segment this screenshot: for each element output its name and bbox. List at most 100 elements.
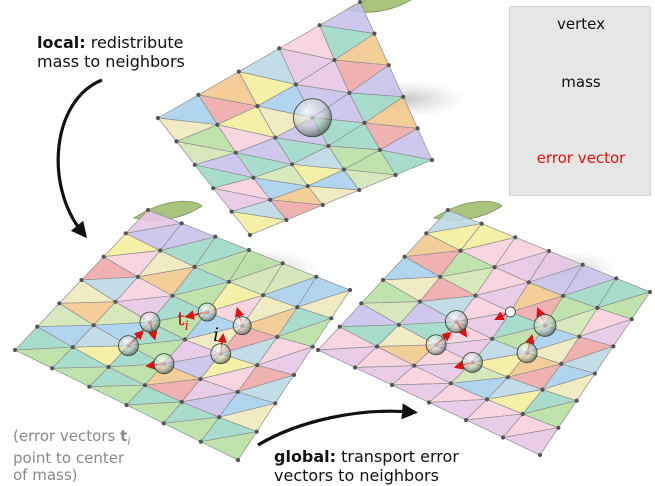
mesh-vertex xyxy=(505,375,510,380)
mesh-vertex xyxy=(347,90,352,95)
mesh-vertex xyxy=(357,0,363,5)
mesh-vertex xyxy=(580,262,585,267)
mesh-vertex xyxy=(295,305,300,310)
mesh-triangle xyxy=(217,402,277,433)
mesh-vertex xyxy=(305,184,310,189)
legend-mass-label: mass xyxy=(561,73,601,91)
mesh-vertex xyxy=(192,162,197,167)
mesh-vertex xyxy=(485,397,490,402)
mesh-vertex xyxy=(280,261,285,266)
mass-sphere xyxy=(153,353,175,375)
mesh-vertex xyxy=(291,372,297,378)
mesh-vertex xyxy=(614,276,619,281)
mesh-vertex xyxy=(113,299,118,304)
mesh-vertex xyxy=(142,383,148,388)
mesh-vertex xyxy=(341,167,346,172)
mesh-vertex xyxy=(273,401,278,406)
mesh-triangle xyxy=(307,185,360,206)
mesh-vertex xyxy=(174,139,179,144)
mesh-triangle xyxy=(379,149,434,176)
mesh-vertex xyxy=(290,162,295,167)
mesh-triangle xyxy=(521,400,578,429)
mesh-vertex xyxy=(182,337,187,342)
mesh-triangle xyxy=(199,431,258,461)
mesh-vertex xyxy=(546,248,552,254)
mesh-vertex xyxy=(424,231,429,236)
mesh-vertex xyxy=(179,399,184,404)
note-line1: (error vectors xyxy=(13,427,121,445)
note-symbol: t xyxy=(120,427,128,445)
mesh-vertex xyxy=(268,197,273,202)
mesh-vertex xyxy=(326,143,331,149)
mass-sphere xyxy=(461,351,483,373)
mesh-vertex xyxy=(170,293,175,298)
vertex-index-label: i xyxy=(213,324,220,346)
mesh-vertex xyxy=(314,274,319,279)
mesh-vertex xyxy=(492,265,497,270)
global-step-title: global: xyxy=(274,447,337,466)
local-step-caption: local: redistribute mass to neighbors xyxy=(37,33,185,71)
mesh-vertex xyxy=(198,439,203,444)
mesh-vertex xyxy=(293,82,298,87)
error-vector-symbol: t xyxy=(177,308,185,330)
mesh-vertex xyxy=(215,122,220,127)
global-step-text-line2: vectors to neighbors xyxy=(274,466,439,485)
mass-sphere xyxy=(232,316,252,336)
local-step-text-line2: mass to neighbors xyxy=(37,52,185,71)
mesh-vertex xyxy=(429,157,435,163)
mesh-vertex xyxy=(217,415,222,420)
mesh-vertex xyxy=(561,293,566,298)
mesh-vertex xyxy=(251,175,256,180)
mesh-vertex xyxy=(473,293,478,298)
mesh-triangle xyxy=(255,346,314,376)
mesh-vertex xyxy=(211,186,216,191)
mesh-vertex xyxy=(377,147,383,152)
mesh-vertex xyxy=(101,254,106,259)
mesh-vertex xyxy=(577,334,582,339)
mesh-triangle xyxy=(230,211,288,236)
mass-sphere xyxy=(504,306,516,318)
legend-vertex-label: vertex xyxy=(557,15,605,33)
local-step-arrow xyxy=(56,78,103,239)
mesh-vertex xyxy=(106,364,111,369)
error-vector-label: ti xyxy=(177,308,189,334)
mesh-vertex xyxy=(196,92,201,97)
mesh-vertex xyxy=(229,209,234,214)
mesh-vertex xyxy=(490,336,495,341)
mesh-vertex xyxy=(192,264,197,269)
mesh-vertex xyxy=(396,322,401,327)
mesh-vertex xyxy=(402,254,407,259)
mesh-triangle xyxy=(343,169,396,191)
mesh-vertex xyxy=(574,398,579,403)
mesh-vertex xyxy=(412,363,417,368)
mesh-vertex xyxy=(556,425,561,430)
mesh-vertex xyxy=(233,150,238,155)
mesh-vertex xyxy=(275,334,280,339)
mesh-vertex xyxy=(50,366,55,371)
mesh-vertex xyxy=(540,387,545,392)
global-step-arrow xyxy=(257,403,418,447)
global-step-caption: global: transport error vectors to neigh… xyxy=(274,447,459,485)
mesh-vertex xyxy=(438,274,443,279)
legend-error-vector-label: error vector xyxy=(536,149,626,167)
mesh-vertex xyxy=(226,279,232,284)
mesh-vertex xyxy=(284,217,289,223)
mesh-vertex xyxy=(155,115,161,121)
mesh-vertex xyxy=(513,235,518,240)
mesh-vertex xyxy=(332,57,337,63)
mesh-vertex xyxy=(393,172,398,178)
mesh-vertex xyxy=(357,187,362,193)
mesh-vertex xyxy=(629,317,634,322)
mesh-vertex xyxy=(592,371,598,376)
mesh-triangle xyxy=(276,317,333,348)
mesh-vertex xyxy=(315,347,321,353)
mesh-vertex xyxy=(352,365,358,370)
mesh-vertex xyxy=(415,126,420,131)
mesh-vertex xyxy=(124,402,129,408)
mesh-vertex xyxy=(161,421,166,426)
mesh-vertex xyxy=(448,381,453,386)
global-step-text-line1: transport error xyxy=(336,447,459,466)
mesh-vertex xyxy=(347,287,353,293)
note-line3: of mass) xyxy=(13,466,78,484)
mesh-vertex xyxy=(537,452,543,458)
